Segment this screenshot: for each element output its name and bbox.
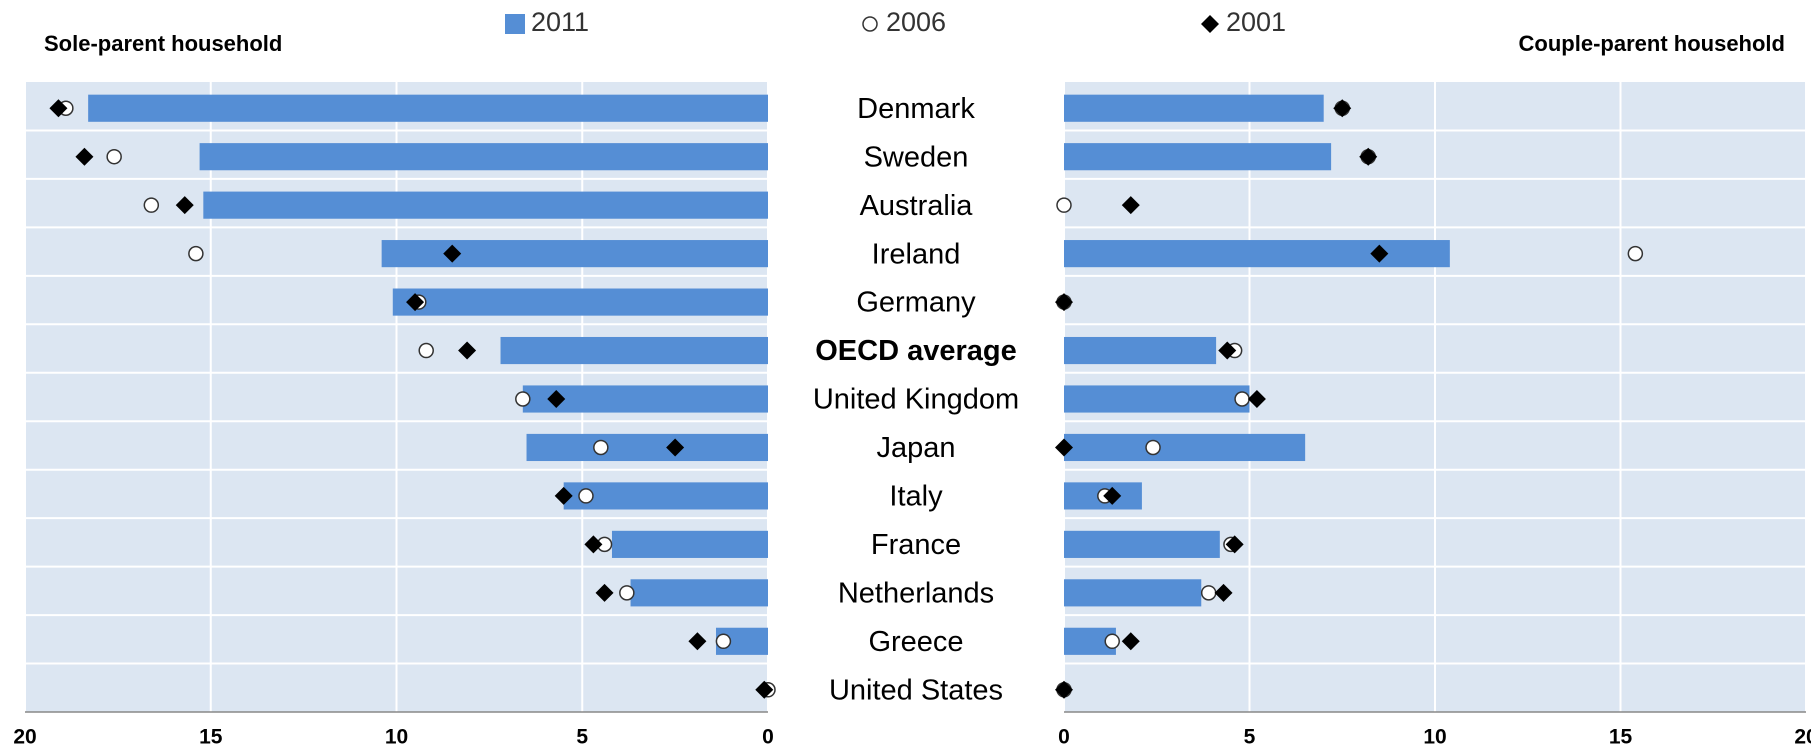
x-tick-label: 5 <box>1244 726 1256 749</box>
marker-diamond <box>547 390 566 408</box>
bar <box>381 240 768 268</box>
marker-diamond <box>554 486 573 505</box>
marker-diamond <box>1121 196 1140 215</box>
category-label: France <box>871 529 961 561</box>
x-tick-label: 10 <box>385 726 408 749</box>
bar <box>1064 579 1202 607</box>
marker-circle <box>143 197 160 213</box>
category-label: Japan <box>876 432 955 464</box>
marker-diamond <box>1055 438 1073 457</box>
marker-circle <box>1627 245 1644 262</box>
bar <box>203 191 768 219</box>
marker-circle <box>1104 633 1120 650</box>
category-label: Ireland <box>872 238 961 270</box>
marker-diamond <box>1055 680 1073 699</box>
bar <box>1064 143 1332 171</box>
marker-diamond <box>1247 390 1266 408</box>
x-tick-label: 0 <box>762 726 774 749</box>
panel-title: Couple-parent household <box>1519 31 1785 56</box>
marker-circle <box>106 148 122 165</box>
category-label: Denmark <box>857 93 975 125</box>
category-label: Australia <box>860 190 974 222</box>
marker-diamond <box>1055 293 1073 312</box>
legend-label: 2006 <box>886 7 946 37</box>
category-label: Netherlands <box>838 578 994 610</box>
marker-diamond <box>1214 583 1233 602</box>
legend-swatch <box>1201 15 1219 33</box>
category-label: Italy <box>889 481 943 513</box>
marker-circle <box>715 633 732 650</box>
category-label: OECD average <box>815 335 1017 367</box>
category-label: Germany <box>856 287 976 319</box>
bar <box>500 336 768 365</box>
bar <box>88 94 768 122</box>
marker-diamond <box>1218 341 1237 360</box>
x-tick-label: 20 <box>13 726 36 749</box>
marker-diamond <box>443 244 462 263</box>
marker-circle <box>1234 391 1250 407</box>
marker-diamond <box>1333 99 1352 118</box>
bar <box>630 579 768 607</box>
marker-circle <box>188 245 204 262</box>
bar <box>1064 94 1324 122</box>
marker-diamond <box>406 293 425 312</box>
marker-diamond <box>1121 632 1140 651</box>
marker-diamond <box>666 438 685 457</box>
marker-circle <box>593 439 609 456</box>
bar <box>611 530 768 558</box>
marker-diamond <box>688 632 707 651</box>
bar <box>1064 530 1220 558</box>
legend-label: 2011 <box>531 7 589 37</box>
x-tick-label: 5 <box>576 726 588 749</box>
marker-circle <box>418 342 434 359</box>
marker-circle <box>1200 585 1217 601</box>
bar <box>563 482 768 510</box>
category-label: United Kingdom <box>813 384 1019 416</box>
marker-diamond <box>49 99 68 118</box>
bar <box>392 288 768 316</box>
legend-swatch <box>505 14 525 34</box>
marker-circle <box>1145 439 1161 456</box>
bar <box>1064 385 1250 413</box>
category-label: United States <box>829 674 1003 706</box>
marker-diamond <box>755 680 774 699</box>
bar <box>199 143 769 171</box>
bar <box>526 433 768 462</box>
marker-diamond <box>584 535 603 554</box>
x-tick-label: 0 <box>1058 726 1070 749</box>
bar <box>1064 433 1306 462</box>
x-tick-label: 15 <box>1609 726 1633 749</box>
x-tick-label: 15 <box>199 726 223 749</box>
category-label: Sweden <box>864 141 969 173</box>
legend-label: 2001 <box>1226 7 1286 37</box>
marker-diamond <box>1103 486 1122 505</box>
marker-diamond <box>458 341 477 360</box>
marker-diamond <box>1370 244 1389 263</box>
marker-diamond <box>1359 147 1378 166</box>
x-tick-label: 20 <box>1794 726 1811 749</box>
bar <box>1064 240 1450 268</box>
marker-circle <box>1056 197 1072 213</box>
marker-circle <box>515 391 531 407</box>
bar <box>1064 336 1217 365</box>
panel-title: Sole-parent household <box>44 31 282 56</box>
marker-diamond <box>1225 535 1244 554</box>
marker-circle <box>619 585 635 601</box>
marker-diamond <box>175 196 194 215</box>
marker-diamond <box>75 147 94 166</box>
legend-swatch <box>862 16 878 32</box>
x-tick-label: 10 <box>1423 726 1446 749</box>
category-label: Greece <box>868 626 963 658</box>
marker-circle <box>578 488 594 504</box>
marker-diamond <box>595 583 614 602</box>
